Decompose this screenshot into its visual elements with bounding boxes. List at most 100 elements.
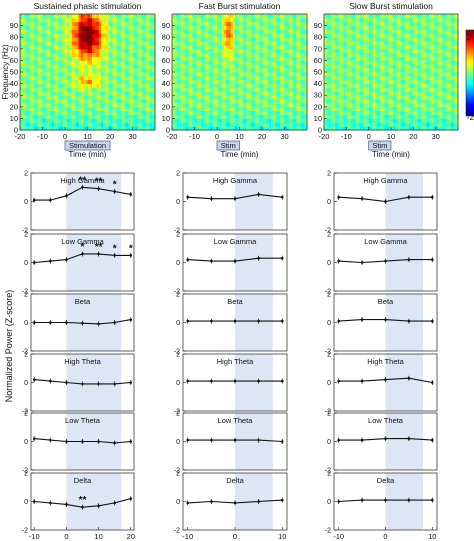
spectrogram-cell [368,79,372,84]
spectrogram-cell [185,72,189,77]
spectrogram-cell [266,83,270,88]
spectrogram-cell [212,60,216,65]
spectrogram-cell [280,52,283,57]
spectrogram-cell [415,68,419,73]
spectrogram-cell [152,52,156,57]
spectrogram-cell [355,41,358,46]
spectrogram-cell [35,68,39,73]
spectrogram-cell [47,110,50,115]
spectrogram-cell [192,33,195,38]
spectrogram-cell [237,83,240,88]
spectrogram-cell [259,99,263,104]
spectrogram-cell [87,56,91,61]
spectrogram-cell [20,33,23,38]
spectrogram-cell [364,33,367,38]
spectrogram-cell [244,60,247,65]
spectrogram-cell [150,52,154,57]
spectrogram-cell [280,126,283,131]
spectrogram-cell [415,21,419,26]
spectrogram-cell [67,17,70,23]
spectrogram-cell [413,21,416,26]
spectrogram-cell [393,79,396,84]
spectrogram-cell [181,21,184,26]
spectrogram-cell [130,79,133,84]
spectrogram-cell [377,17,381,23]
spectrogram-cell [326,25,329,30]
spectrogram-cell [373,118,376,123]
spectrogram-cell [56,102,59,108]
spectrogram-cell [239,83,243,88]
spectrogram-cell [232,106,236,112]
spectrogram-cell [181,44,184,50]
spectrogram-cell [62,95,66,100]
spectrogram-cell [76,56,79,61]
spectrogram-cell [134,17,138,23]
spectrogram-panel: Sustained phasic stimulation-20 -10 0 10 20 3… [1,1,156,159]
spectrogram-cell [420,110,423,115]
spectrogram-cell [304,95,308,100]
spectrogram-cell [253,83,256,88]
spectrogram-cell [71,21,75,26]
spectrogram-cell [332,60,336,65]
spectrogram-cell [119,48,122,54]
spectrogram-cell [33,114,37,119]
spectrogram-cell [397,56,401,61]
spectrogram-cell [402,68,405,73]
spectrogram-cell [212,44,216,50]
spectrogram-cell [119,99,122,104]
spectrogram-cell [366,17,370,23]
spectrogram-cell [47,106,50,112]
spectrogram-cell [26,48,30,54]
spectrogram-cell [110,44,113,50]
spectrogram-cell [353,17,356,23]
spectrogram-cell [26,29,30,34]
spectrogram-cell [286,14,290,19]
spectrogram-cell [58,14,61,19]
spectrogram-cell [134,48,138,54]
spectrogram-cell [190,99,193,104]
spectrogram-cell [123,91,127,96]
spectrogram-cell [194,37,198,42]
spectrogram-cell [219,114,222,119]
spectrogram-cell [337,83,341,88]
spectrogram-cell [253,17,256,23]
spectrogram-cell [134,95,138,100]
spectrogram-cell [344,25,347,30]
spectrogram-cell [411,44,414,50]
spectrogram-cell [121,48,124,54]
spectrogram-cell [137,56,140,61]
spectrogram-cell [275,64,279,69]
spectrogram-cell [368,56,372,61]
spectrogram-cell [42,68,46,73]
spectrogram-cell [248,14,252,19]
spectrogram-cell [302,52,306,57]
spectrogram-cell [89,48,93,54]
spectrogram-cell [128,106,131,112]
spectrogram-cell [192,114,195,119]
spectrogram-cell [413,48,416,54]
spectrogram-cell [244,126,247,131]
spectrogram-cell [38,25,41,30]
spectrogram-cell [121,126,124,131]
spectrogram-cell [35,48,39,54]
spectrogram-cell [266,25,270,30]
spectrogram-cell [130,25,133,30]
spectrogram-cell [40,29,43,34]
spectrogram-cell [141,60,145,65]
spectrogram-cell [373,21,376,26]
spectrogram-cell [60,72,64,77]
spectrogram-title: Fast Burst stimulation [199,1,281,11]
spectrogram-cell [185,87,189,92]
spectrogram-cell [344,48,347,54]
spectrogram-cell [264,60,267,65]
spectrogram-cell [420,68,423,73]
spectrogram-cell [148,25,151,30]
spectrogram-cell [130,21,133,26]
spectrogram-cell [368,17,372,23]
spectrogram-cell [101,114,104,119]
spectrogram-cell [359,110,363,115]
spectrogram-cell [330,114,334,119]
spectrogram-cell [119,14,122,19]
spectrogram-cell [67,44,70,50]
spectrogram-cell [47,122,50,127]
